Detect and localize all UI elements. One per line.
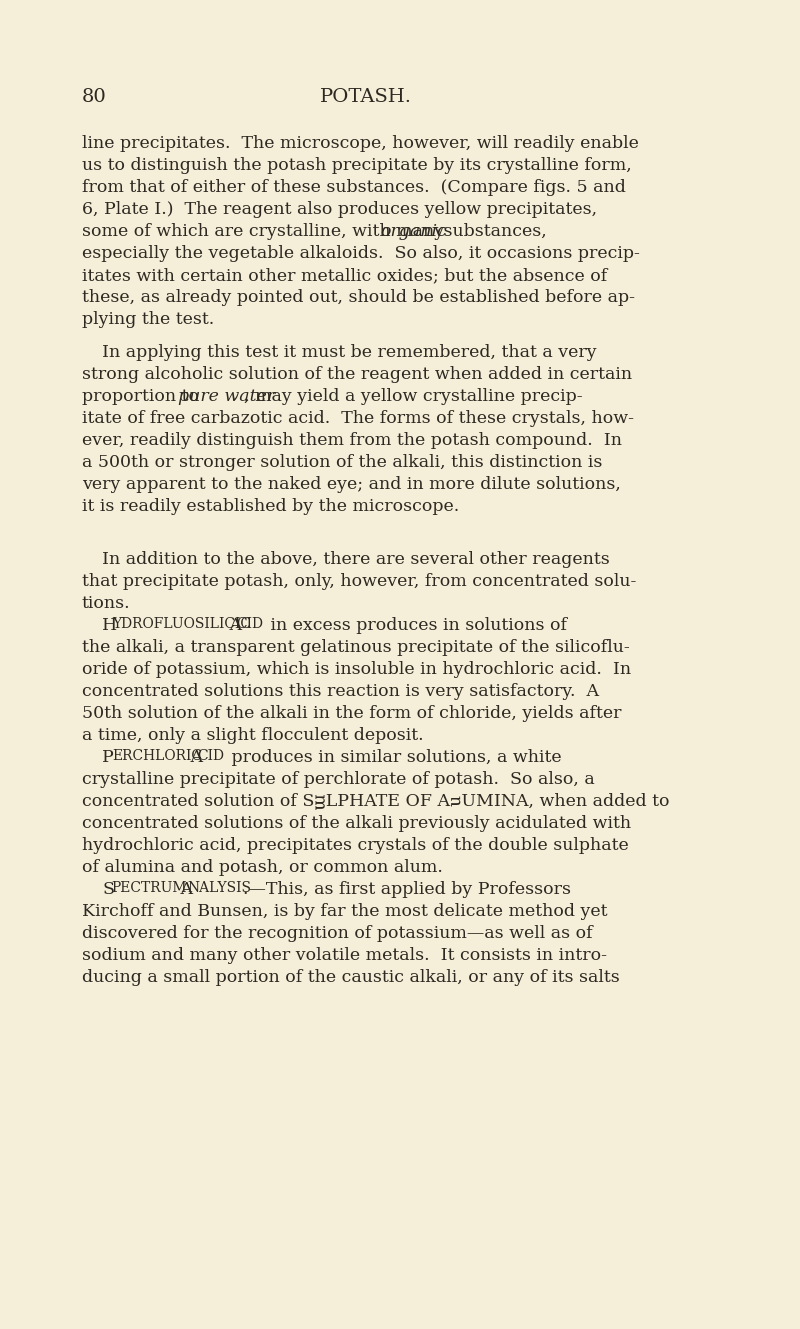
Text: us to distinguish the potash precipitate by its crystalline form,: us to distinguish the potash precipitate… xyxy=(82,157,632,174)
Text: A: A xyxy=(224,617,242,634)
Text: NALYSIS: NALYSIS xyxy=(187,881,251,894)
Text: itate of free carbazotic acid.  The forms of these crystals, how-: itate of free carbazotic acid. The forms… xyxy=(82,411,634,427)
Text: proportion to: proportion to xyxy=(82,388,205,405)
Text: concentrated solution of SᴟLPHATE OF AᴝUMINA, when added to: concentrated solution of SᴟLPHATE OF AᴝU… xyxy=(82,793,670,809)
Text: very apparent to the naked eye; and in more dilute solutions,: very apparent to the naked eye; and in m… xyxy=(82,476,621,493)
Text: In applying this test it must be remembered, that a very: In applying this test it must be remembe… xyxy=(102,344,597,361)
Text: In addition to the above, there are several other reagents: In addition to the above, there are seve… xyxy=(102,550,610,567)
Text: hydrochloric acid, precipitates crystals of the double sulphate: hydrochloric acid, precipitates crystals… xyxy=(82,837,629,853)
Text: that precipitate potash, only, however, from concentrated solu-: that precipitate potash, only, however, … xyxy=(82,573,636,590)
Text: from that of either of these substances.  (Compare figs. 5 and: from that of either of these substances.… xyxy=(82,179,626,195)
Text: concentrated solutions this reaction is very satisfactory.  A: concentrated solutions this reaction is … xyxy=(82,683,599,700)
Text: line precipitates.  The microscope, however, will readily enable: line precipitates. The microscope, howev… xyxy=(82,136,639,152)
Text: organic: organic xyxy=(380,223,446,241)
Text: PECTRUM: PECTRUM xyxy=(111,881,186,894)
Text: especially the vegetable alkaloids.  So also, it occasions precip-: especially the vegetable alkaloids. So a… xyxy=(82,245,640,262)
Text: ducing a small portion of the caustic alkali, or any of its salts: ducing a small portion of the caustic al… xyxy=(82,969,620,986)
Text: crystalline precipitate of perchlorate of potash.  So also, a: crystalline precipitate of perchlorate o… xyxy=(82,771,594,788)
Text: P: P xyxy=(102,748,114,766)
Text: a time, only a slight flocculent deposit.: a time, only a slight flocculent deposit… xyxy=(82,727,424,744)
Text: H: H xyxy=(102,617,118,634)
Text: of alumina and potash, or common alum.: of alumina and potash, or common alum. xyxy=(82,859,443,876)
Text: A: A xyxy=(175,881,193,898)
Text: CID: CID xyxy=(197,748,224,763)
Text: 80: 80 xyxy=(82,88,106,106)
Text: strong alcoholic solution of the reagent when added in certain: strong alcoholic solution of the reagent… xyxy=(82,365,632,383)
Text: , may yield a yellow crystalline precip-: , may yield a yellow crystalline precip- xyxy=(244,388,582,405)
Text: 50th solution of the alkali in the form of chloride, yields after: 50th solution of the alkali in the form … xyxy=(82,704,622,722)
Text: oride of potassium, which is insoluble in hydrochloric acid.  In: oride of potassium, which is insoluble i… xyxy=(82,661,631,678)
Text: pure water: pure water xyxy=(178,388,275,405)
Text: A: A xyxy=(185,748,203,766)
Text: 6, Plate I.)  The reagent also produces yellow precipitates,: 6, Plate I.) The reagent also produces y… xyxy=(82,201,597,218)
Text: in excess produces in solutions of: in excess produces in solutions of xyxy=(265,617,567,634)
Text: YDROFLUOSILICIC: YDROFLUOSILICIC xyxy=(112,617,251,631)
Text: POTASH.: POTASH. xyxy=(320,88,412,106)
Text: .—This, as first applied by Professors: .—This, as first applied by Professors xyxy=(243,881,571,898)
Text: substances,: substances, xyxy=(438,223,546,241)
Text: a 500th or stronger solution of the alkali, this distinction is: a 500th or stronger solution of the alka… xyxy=(82,455,602,470)
Text: plying the test.: plying the test. xyxy=(82,311,214,328)
Text: these, as already pointed out, should be established before ap-: these, as already pointed out, should be… xyxy=(82,288,635,306)
Text: discovered for the recognition of potassium—as well as of: discovered for the recognition of potass… xyxy=(82,925,593,942)
Text: itates with certain other metallic oxides; but the absence of: itates with certain other metallic oxide… xyxy=(82,267,607,284)
Text: concentrated solutions of the alkali previously acidulated with: concentrated solutions of the alkali pre… xyxy=(82,815,631,832)
Text: ERCHLORIC: ERCHLORIC xyxy=(112,748,202,763)
Text: some of which are crystalline, with many: some of which are crystalline, with many xyxy=(82,223,450,241)
Text: S: S xyxy=(102,881,114,898)
Text: Kirchoff and Bunsen, is by far the most delicate method yet: Kirchoff and Bunsen, is by far the most … xyxy=(82,902,607,920)
Text: tions.: tions. xyxy=(82,595,130,611)
Text: ever, readily distinguish them from the potash compound.  In: ever, readily distinguish them from the … xyxy=(82,432,622,449)
Text: CID: CID xyxy=(236,617,263,631)
Text: sodium and many other volatile metals.  It consists in intro-: sodium and many other volatile metals. I… xyxy=(82,946,607,964)
Text: it is readily established by the microscope.: it is readily established by the microsc… xyxy=(82,498,459,516)
Text: produces in similar solutions, a white: produces in similar solutions, a white xyxy=(226,748,562,766)
Text: the alkali, a transparent gelatinous precipitate of the silicoflu-: the alkali, a transparent gelatinous pre… xyxy=(82,639,630,655)
